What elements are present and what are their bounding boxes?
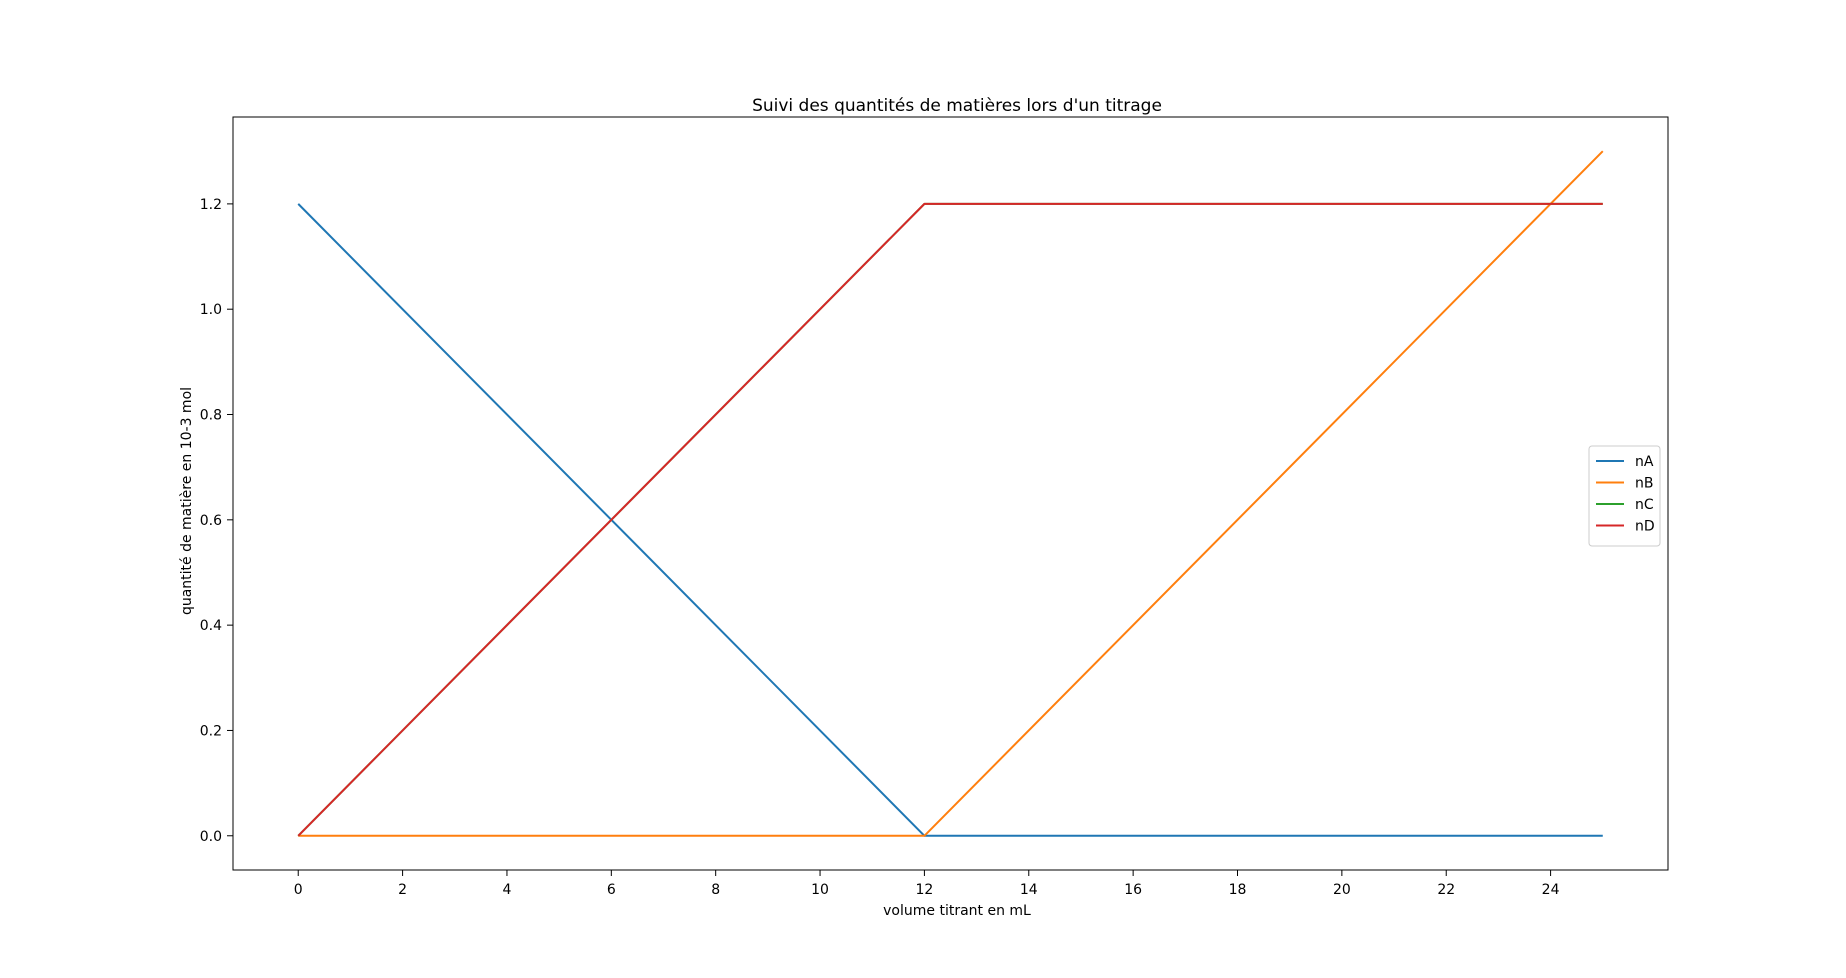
- y-tick-label: 0.4: [200, 618, 222, 634]
- series-line-nb: [298, 150, 1604, 837]
- axis-ticks: 0 2 4 6 8 10 12 14 16 18 20 22 240.00.20.40.60.81.01…: [200, 197, 1560, 898]
- legend: nA nB nC nD: [1588, 445, 1661, 547]
- legend-label-na: nA: [1635, 454, 1654, 470]
- x-axis-label: volume titrant en mL: [883, 903, 1031, 919]
- legend-box: [1588, 445, 1661, 547]
- x-tick-label: 0: [294, 882, 303, 898]
- y-tick-label: 1.2: [200, 197, 222, 213]
- y-tick-label: 0.0: [200, 829, 222, 845]
- y-tick-label: 1.0: [200, 302, 222, 318]
- y-tick-label: 0.2: [200, 723, 222, 739]
- x-tick-label: 10: [811, 882, 829, 898]
- x-tick-label: 20: [1333, 882, 1351, 898]
- x-tick-label: 22: [1437, 882, 1455, 898]
- y-tick-label: 0.8: [200, 408, 222, 424]
- series-line-nd: [297, 202, 1603, 837]
- x-tick-label: 14: [1020, 882, 1038, 898]
- legend-label-nd: nD: [1635, 519, 1655, 535]
- x-tick-label: 16: [1124, 882, 1142, 898]
- legend-label-nb: nB: [1635, 476, 1653, 492]
- y-tick-label: 0.6: [200, 513, 222, 529]
- legend-label-nc: nC: [1635, 497, 1654, 513]
- x-tick-label: 2: [398, 882, 407, 898]
- x-tick-label: 8: [711, 882, 720, 898]
- x-tick-label: 4: [502, 882, 511, 898]
- axes-frame: [232, 116, 1669, 871]
- x-tick-label: 24: [1542, 882, 1560, 898]
- x-tick-label: 18: [1229, 882, 1247, 898]
- x-tick-label: 6: [607, 882, 616, 898]
- x-tick-label: 12: [915, 882, 933, 898]
- y-axis-label: quantité de matière en 10-3 mol: [179, 387, 195, 615]
- chart-title: Suivi des quantités de matières lors d'u…: [752, 96, 1162, 116]
- plot-area: [297, 150, 1604, 837]
